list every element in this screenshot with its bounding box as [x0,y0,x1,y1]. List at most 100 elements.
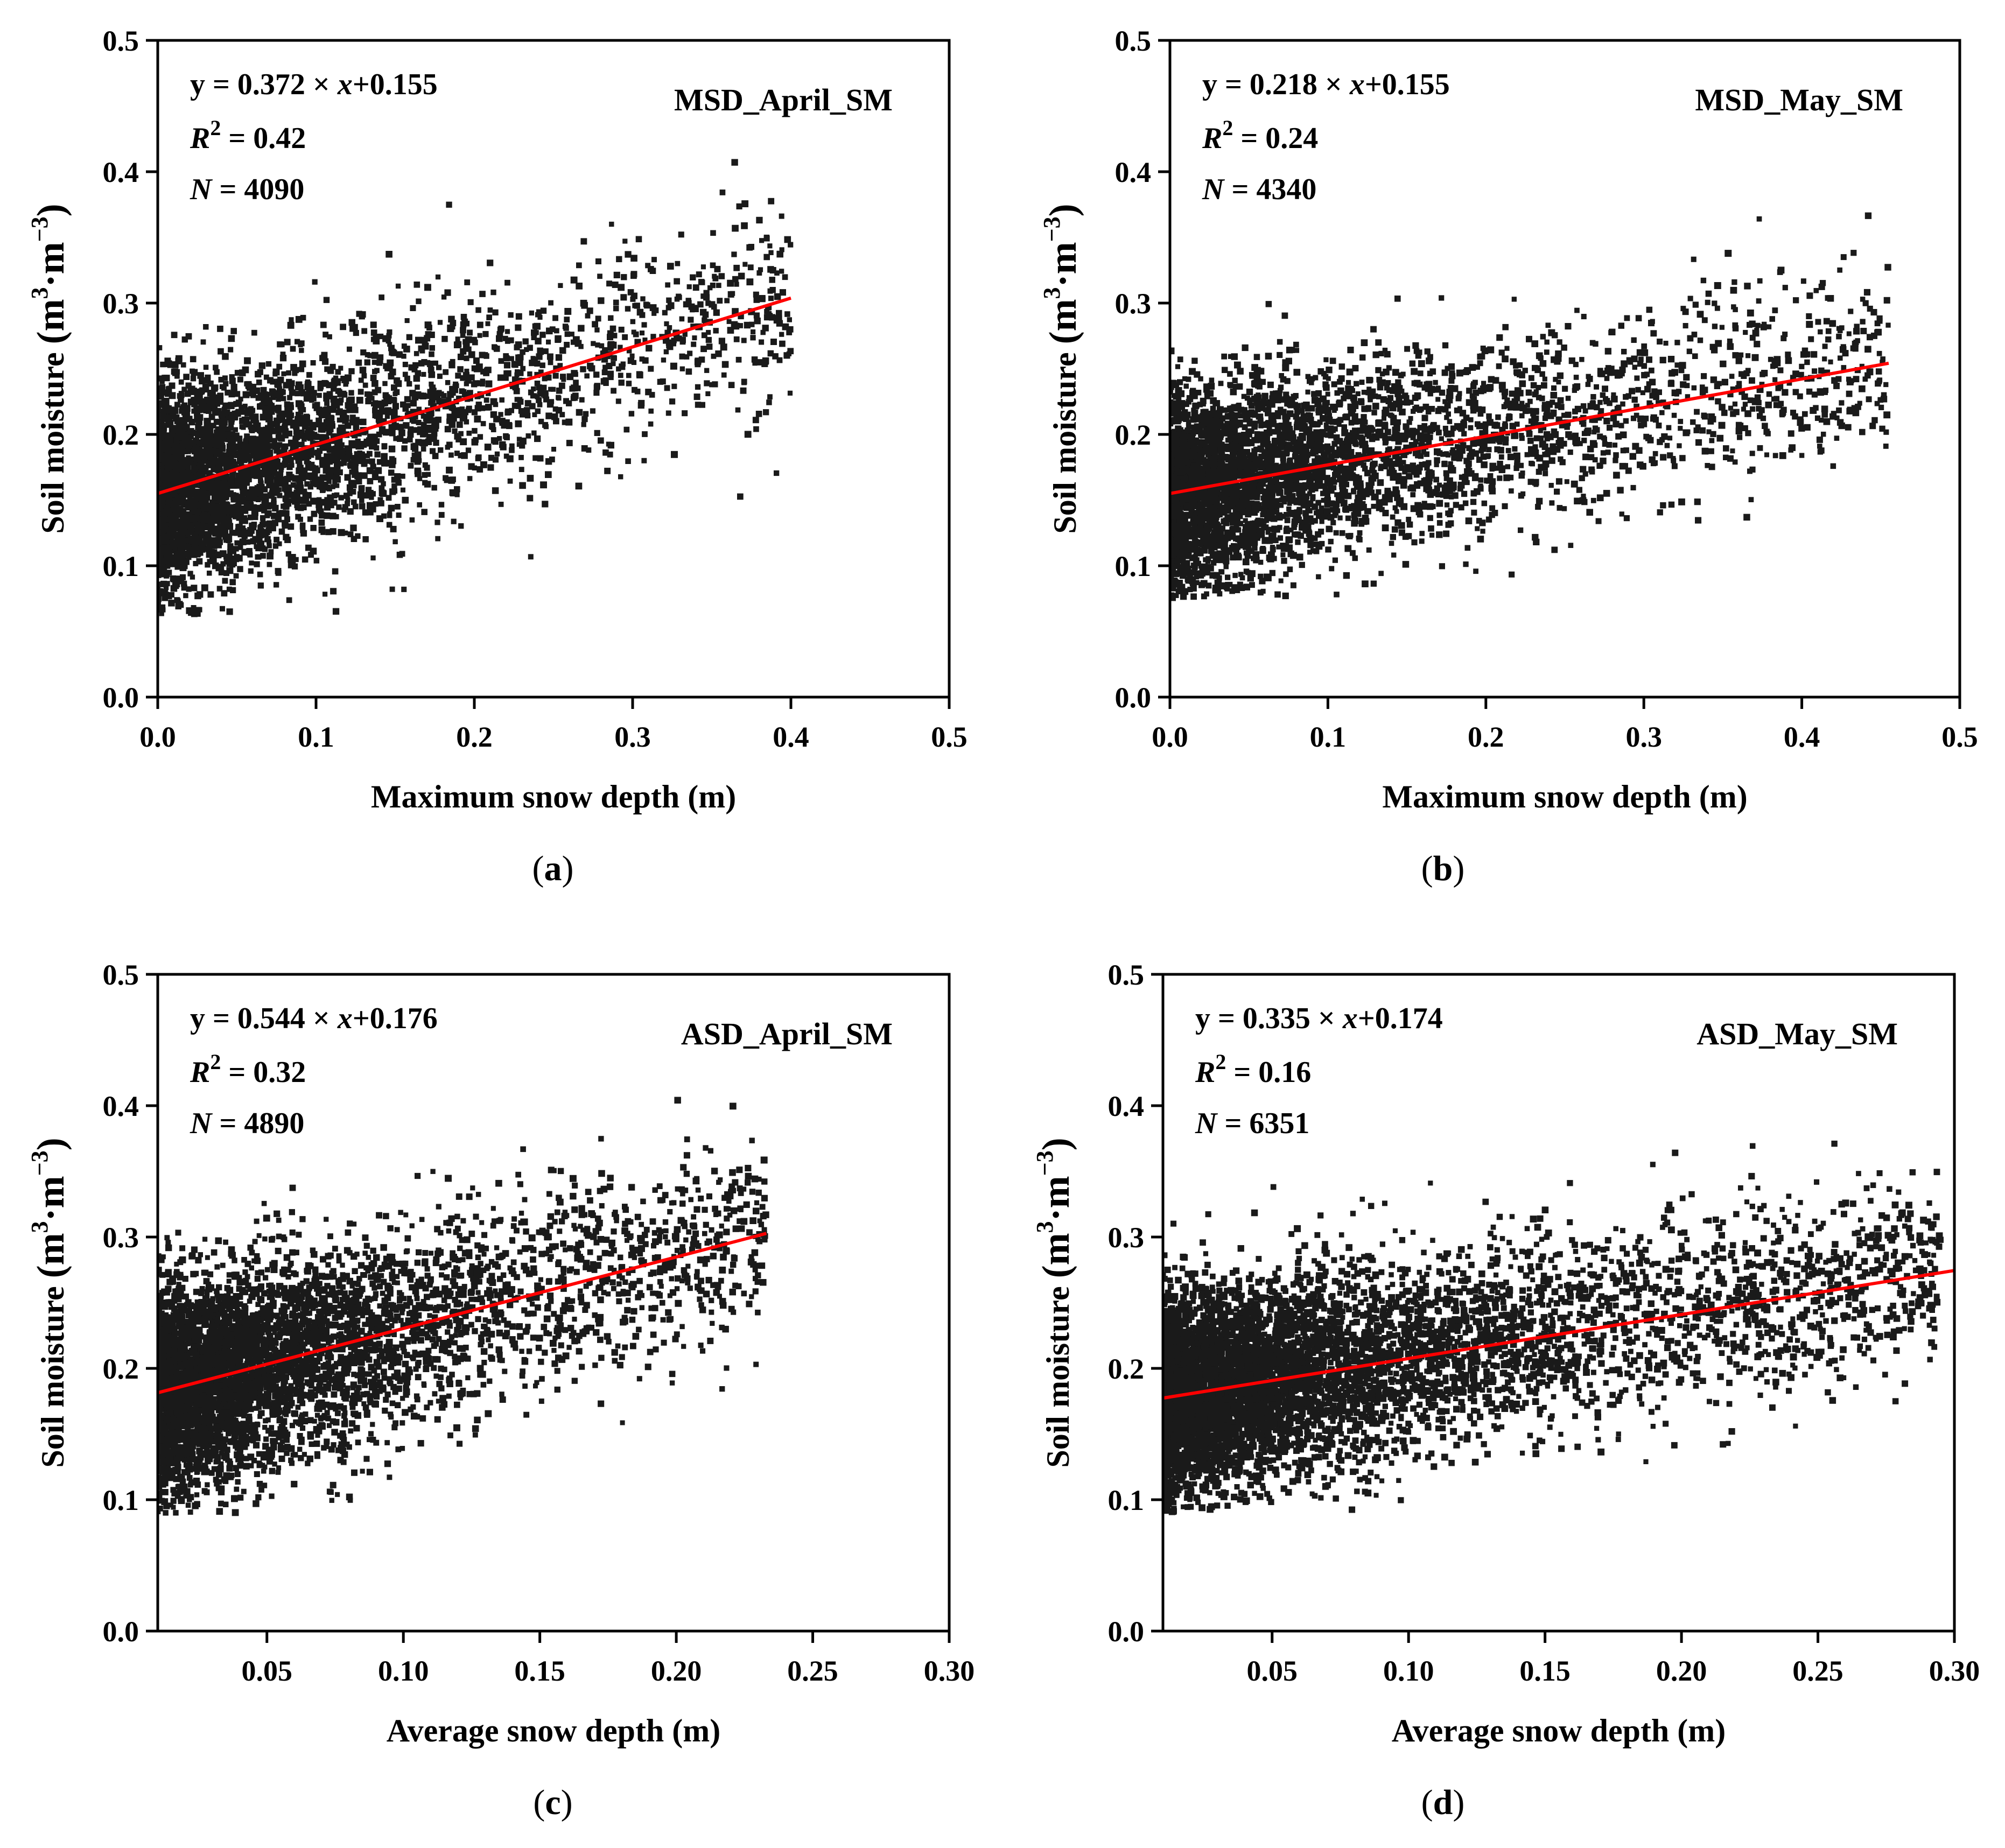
scatter-point [338,400,343,406]
scatter-point [429,384,436,391]
scatter-point [556,387,563,394]
scatter-point [177,556,183,563]
scatter-point [497,374,504,381]
scatter-point [242,403,248,409]
scatter-point [1177,379,1183,385]
scatter-point [287,406,292,411]
scatter-point [1418,370,1424,376]
scatter-point [164,501,171,508]
scatter-point [362,536,369,543]
scatter-point [770,339,777,345]
scatter-point [767,243,773,249]
scatter-point [435,274,441,280]
scatter-point [686,284,692,290]
scatter-point [513,388,520,395]
scatter-point [425,438,432,445]
scatter-point [464,381,469,387]
scatter-point [619,363,626,370]
scatter-point [331,385,337,392]
scatter-point [214,369,220,375]
scatter-point [294,484,300,490]
scatter-point [460,375,466,381]
scatter-point [726,319,732,324]
scatter-point [738,272,745,280]
scatter-point [377,354,384,361]
scatter-point [543,396,550,403]
scatter-point [480,461,487,468]
scatter-point [645,389,652,396]
scatter-point [528,389,534,396]
scatter-point [448,477,455,484]
scatter-point [300,314,306,321]
scatter-point [660,378,666,385]
scatter-point [525,433,531,439]
scatter-point [223,452,230,459]
scatter-point [434,519,440,525]
scatter-point [342,504,348,510]
scatter-point [277,435,284,441]
scatter-point [468,463,475,470]
scatter-point [487,259,494,266]
scatter-point [269,491,275,498]
scatter-point [616,366,621,372]
scatter-point [359,367,367,374]
scatter-point [1701,447,1709,455]
scatter-point [1194,403,1200,409]
scatter-point [479,405,486,411]
scatter-point [288,412,295,419]
scatter-point [759,339,765,345]
scatter-point [334,462,341,469]
scatter-point [541,390,548,397]
scatter-point [163,504,171,511]
scatter-point [314,482,319,488]
scatter-point [413,375,420,382]
scatter-point [425,393,431,399]
scatter-point [408,462,414,469]
scatter-point [180,494,186,501]
scatter-point [282,428,289,434]
scatter-point [460,438,467,446]
scatter-point [338,366,343,371]
scatter-point [367,433,373,440]
scatter-point [186,555,192,560]
scatter-point [573,371,578,377]
scatter-point [193,438,199,443]
scatter-point [648,366,654,372]
scatter-point [637,402,644,409]
scatter-point [402,438,408,444]
scatter-point [343,381,348,387]
scatter-point [634,388,641,395]
scatter-point [295,488,301,494]
scatter-point [650,334,656,340]
scatter-point [313,558,320,564]
scatter-point [268,421,274,427]
scatter-point [425,360,431,366]
sample-count: N = 4090 [190,173,304,206]
scatter-point [239,462,244,468]
scatter-point [211,486,215,491]
scatter-point [194,452,200,458]
scatter-point [250,452,257,459]
scatter-point [274,537,280,543]
scatter-point [391,483,397,489]
scatter-point [600,350,606,356]
scatter-point [158,475,161,481]
scatter-point [538,369,544,375]
scatter-point [692,335,697,341]
scatter-point [378,294,384,300]
scatter-point [253,465,260,472]
scatter-point [1351,512,1357,518]
scatter-point [1390,514,1396,520]
scatter-point [169,558,175,564]
scatter-point [465,407,472,413]
scatter-point [724,298,730,304]
scatter-point [195,495,200,501]
scatter-point [341,409,347,416]
scatter-point [318,508,324,515]
scatter-point [503,362,510,369]
scatter-point [558,283,563,288]
scatter-point [441,393,447,399]
scatter-point [231,493,237,499]
scatter-point [362,509,369,516]
scatter-point [676,293,682,299]
